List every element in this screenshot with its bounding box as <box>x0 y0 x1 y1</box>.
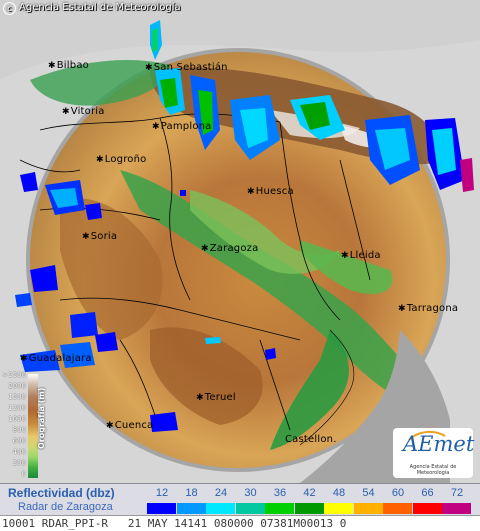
legend-value-12: 12 <box>155 487 169 499</box>
city-guadalajara: ✱Guadalajara <box>20 353 92 364</box>
legend-value-36: 36 <box>273 487 287 499</box>
aemet-logo: AEmet Agencia Estatal de Meteorología <box>393 428 475 478</box>
footer-text: 10001 RDAR_PPI-R 21 MAY 14141 080000 073… <box>2 517 347 530</box>
altitude-tick: 400 <box>12 448 26 456</box>
altitude-tick: >2500 <box>2 371 26 379</box>
city-zaragoza: ✱Zaragoza <box>201 243 259 254</box>
city-bilbao: ✱Bilbao <box>48 60 89 71</box>
logo-text: AEmet <box>403 432 475 456</box>
city-teruel: ✱Teruel <box>196 392 236 403</box>
copyright-notice: c Agencia Estatal de Meteorología <box>3 2 181 15</box>
legend-swatch-60 <box>383 503 412 514</box>
legend-swatch-54 <box>353 503 383 514</box>
radar-echoes <box>15 20 474 432</box>
reflectivity-legend: Reflectividad (dbz) Radar de Zaragoza 12… <box>0 483 480 516</box>
legend-title: Reflectividad (dbz) <box>8 486 115 500</box>
legend-swatch-48 <box>324 503 353 514</box>
city-logrono: ✱Logroño <box>96 154 147 165</box>
city-vitoria: ✱Vitoria <box>62 106 105 117</box>
altitude-tick: 600 <box>12 437 26 445</box>
altitude-tick: 800 <box>12 426 26 434</box>
city-lleida: ✱Lleida <box>341 250 381 261</box>
legend-subtitle: Radar de Zaragoza <box>18 501 113 513</box>
altitude-legend-title: Orografía (m) <box>37 387 46 449</box>
city-tarragona: ✱Tarragona <box>398 303 459 314</box>
logo-swoosh-icon <box>408 430 446 441</box>
altitude-color-bar <box>28 374 38 478</box>
altitude-tick: 1500 <box>8 393 26 401</box>
legend-swatch-42 <box>294 503 324 514</box>
terrain-layer <box>15 20 474 483</box>
city-san-sebastian: ✱San Sebastián <box>145 62 228 73</box>
legend-swatch-18 <box>176 503 206 514</box>
city-pamplona: ✱Pamplona <box>152 121 212 132</box>
copyright-icon: c <box>3 2 16 15</box>
logo-subtitle: Agencia Estatal de Meteorología <box>409 464 457 476</box>
city-soria: ✱Soria <box>82 231 118 242</box>
legend-value-72: 72 <box>450 487 464 499</box>
altitude-tick: 1200 <box>8 404 26 412</box>
city-castellon: Castellon. <box>285 434 337 445</box>
altitude-tick: 2000 <box>8 382 26 390</box>
city-cuenca: ✱Cuenca <box>106 420 154 431</box>
copyright-text: Agencia Estatal de Meteorología <box>19 2 181 13</box>
legend-value-48: 48 <box>332 487 346 499</box>
legend-value-24: 24 <box>214 487 228 499</box>
altitude-tick: 200 <box>12 459 26 467</box>
city-huesca: ✱Huesca <box>247 186 294 197</box>
legend-value-30: 30 <box>244 487 257 499</box>
legend-swatch-72 <box>442 503 471 514</box>
legend-swatch-30 <box>235 503 265 514</box>
legend-value-42: 42 <box>303 487 316 499</box>
legend-value-54: 54 <box>362 487 375 499</box>
legend-value-66: 66 <box>421 487 434 499</box>
province-borders <box>19 113 371 431</box>
ebro-valley <box>120 170 430 403</box>
legend-value-60: 60 <box>391 487 405 499</box>
legend-swatch-66 <box>412 503 442 514</box>
legend-value-18: 18 <box>185 487 198 499</box>
altitude-tick: 1000 <box>8 415 26 423</box>
legend-swatch-12 <box>147 503 176 514</box>
legend-swatch-24 <box>206 503 235 514</box>
legend-swatch-36 <box>265 503 294 514</box>
altitude-tick: 0 <box>21 470 26 478</box>
radar-map: c Agencia Estatal de Meteorología ✱Bilbao… <box>0 0 480 483</box>
status-footer: 10001 RDAR_PPI-R 21 MAY 14141 080000 073… <box>0 515 480 531</box>
altitude-legend: >2500 2000 1500 1200 1000 800 600 400 20… <box>1 371 51 479</box>
